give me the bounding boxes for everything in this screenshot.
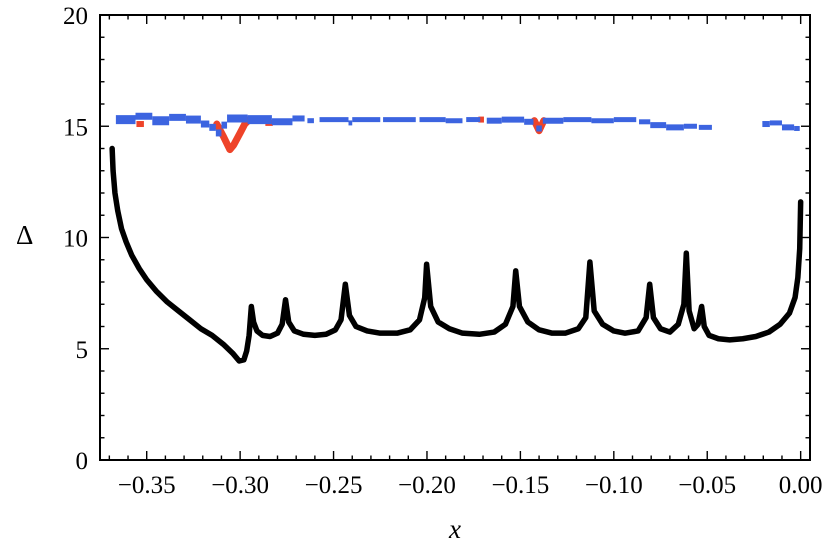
- x-tick-label: −0.05: [678, 472, 736, 499]
- y-tick-label: 20: [63, 3, 88, 30]
- y-tick-label: 10: [63, 226, 88, 253]
- x-tick-label: −0.25: [305, 472, 363, 499]
- y-tick-label: 0: [76, 448, 89, 475]
- x-axis-label: x: [449, 514, 461, 544]
- x-tick-label: −0.30: [211, 472, 269, 499]
- x-tick-label: −0.20: [398, 472, 456, 499]
- plot-frame: [99, 14, 811, 461]
- x-tick-label: −0.15: [491, 472, 549, 499]
- black-gap-curve: [109, 145, 804, 364]
- x-tick-label: −0.10: [585, 472, 643, 499]
- x-tick-label: −0.35: [118, 472, 176, 499]
- y-tick-label: 5: [76, 337, 89, 364]
- red-band-line: [213, 116, 253, 154]
- y-tick-label: 15: [63, 114, 88, 141]
- y-axis-label: Δ: [16, 220, 34, 250]
- x-tick-label: 0.00: [779, 472, 823, 499]
